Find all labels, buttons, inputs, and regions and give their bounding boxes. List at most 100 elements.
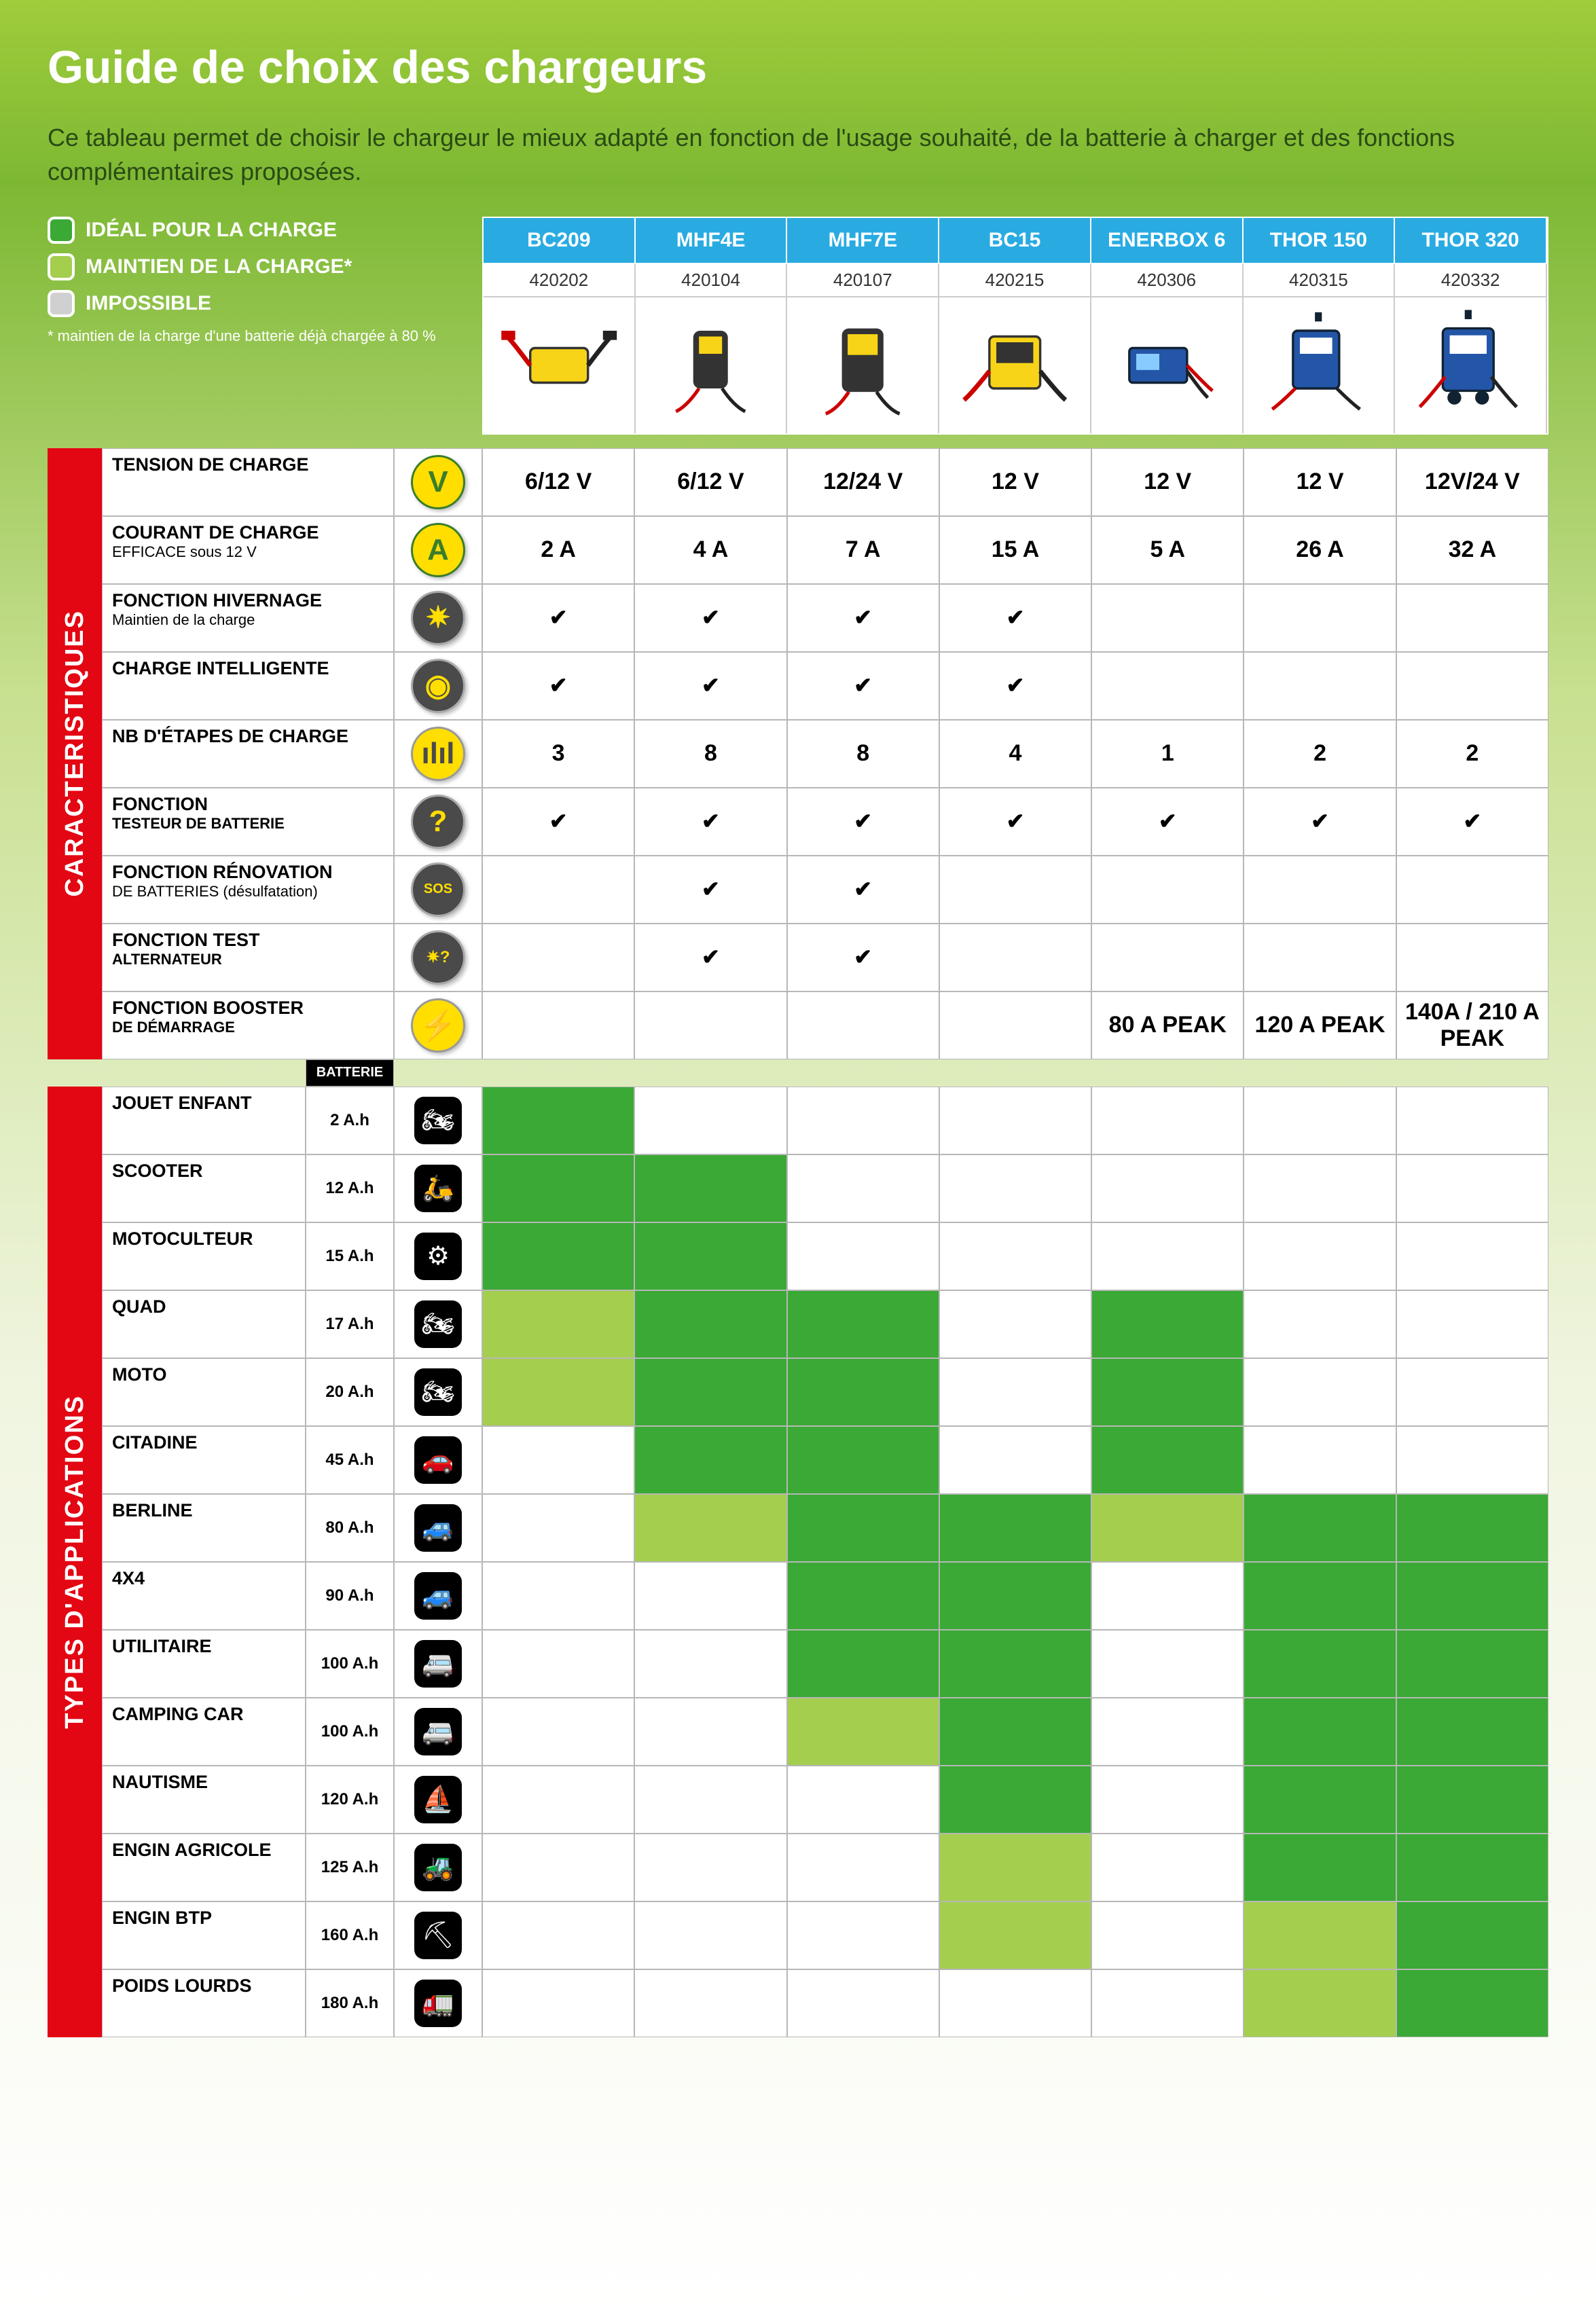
check-icon [702,876,720,903]
batterie-header-row: BATTERIE [48,1059,1548,1087]
legend-ideal-label: IDÉAL POUR LA CHARGE [86,219,337,242]
app-cell [1244,1766,1396,1834]
charac-value [787,991,939,1059]
app-icon: 🚗 [394,1426,482,1494]
charac-value [939,856,1091,924]
app-cell [787,1426,939,1494]
product-code: 420104 [636,264,788,297]
charac-icon: ? [394,788,482,856]
app-cell [634,1426,786,1494]
legend-imposs-label: IMPOSSIBLE [86,292,211,315]
app-row-label: BERLINE [102,1494,306,1562]
charac-value [634,991,786,1059]
check-icon [854,944,872,970]
app-cell [1091,1154,1244,1222]
check-icon [702,604,720,631]
app-icon: 🏍 [394,1358,482,1426]
product-code: 420332 [1395,264,1547,297]
product-image [1395,297,1547,433]
charac-value [1091,584,1244,652]
charac-value [1244,584,1396,652]
app-row-label: UTILITAIRE [102,1630,306,1698]
charac-icon: ✷? [394,924,482,991]
legend-maint: MAINTIEN DE LA CHARGE* [48,253,469,280]
app-cell [1091,1494,1244,1562]
app-cell [1396,1969,1548,2037]
products-header: BC209MHF4EMHF7EBC15ENERBOX 6THOR 150THOR… [482,217,1548,435]
app-battery: 20 A.h [306,1358,394,1426]
app-cell [939,1290,1091,1358]
app-cell [634,1630,786,1698]
app-cell [482,1630,634,1698]
characteristics-grid: TENSION DE CHARGEV6/12 V6/12 V12/24 V12 … [102,448,1548,1059]
charac-value [1396,584,1548,652]
app-icon: 🚙 [394,1494,482,1562]
charac-row-label: FONCTIONTESTEUR DE BATTERIE [102,788,394,856]
product-image [636,297,788,433]
app-cell [634,1766,786,1834]
app-cell [939,1154,1091,1222]
app-cell [787,1494,939,1562]
app-cell [1244,1698,1396,1766]
app-cell [939,1834,1091,1901]
app-cell [634,1358,786,1426]
charac-value: 5 A [1091,516,1244,584]
charac-value: 32 A [1396,516,1548,584]
charac-value: 12V/24 V [1396,448,1548,516]
app-cell [939,1766,1091,1834]
app-row-label: ENGIN BTP [102,1901,306,1969]
legend-block: IDÉAL POUR LA CHARGE MAINTIEN DE LA CHAR… [48,217,482,435]
check-icon [854,808,872,835]
charac-value [787,652,939,720]
charac-value [1396,856,1548,924]
app-cell [1396,1087,1548,1154]
charac-value [482,856,634,924]
legend-ideal-box [48,217,75,244]
app-cell [1091,1698,1244,1766]
app-cell [939,1222,1091,1290]
app-row-label: NAUTISME [102,1766,306,1834]
page-title: Guide de choix des chargeurs [48,41,1548,94]
app-battery: 45 A.h [306,1426,394,1494]
charac-icon: ılıl [394,720,482,788]
app-cell [482,1154,634,1222]
charac-row-label: COURANT DE CHARGEEFFICACE sous 12 V [102,516,394,584]
applications-tab-label: TYPES D'APPLICATIONS [60,1395,90,1729]
legend-maint-label: MAINTIEN DE LA CHARGE* [86,255,352,278]
product-name: MHF4E [636,218,788,264]
check-icon [1159,808,1177,835]
product-code: 420306 [1091,264,1244,297]
app-cell [939,1698,1091,1766]
app-cell [1091,1358,1244,1426]
app-cell [1091,1969,1244,2037]
charac-icon: ◉ [394,652,482,720]
charac-value: 6/12 V [634,448,786,516]
check-icon [702,808,720,835]
app-cell [787,1630,939,1698]
charac-value [482,652,634,720]
app-cell [1091,1834,1244,1901]
product-image [484,297,636,433]
app-battery: 100 A.h [306,1630,394,1698]
app-cell [1396,1834,1548,1901]
app-cell [1396,1630,1548,1698]
app-cell [1396,1562,1548,1630]
charac-value [482,788,634,856]
app-cell [1091,1290,1244,1358]
charac-row-label: FONCTION BOOSTERDE DÉMARRAGE [102,991,394,1059]
app-cell [482,1426,634,1494]
charac-value: 2 [1244,720,1396,788]
app-row-label: 4X4 [102,1562,306,1630]
product-image [939,297,1091,433]
app-icon: 🚜 [394,1834,482,1901]
app-cell [939,1494,1091,1562]
charac-value [939,991,1091,1059]
app-cell [787,1766,939,1834]
blank [482,1059,1548,1087]
product-name: MHF7E [787,218,939,264]
charac-row-label: TENSION DE CHARGE [102,448,394,516]
app-cell [1396,1154,1548,1222]
charac-value [1244,788,1396,856]
intro-text: Ce tableau permet de choisir le chargeur… [48,121,1548,189]
app-cell [787,1222,939,1290]
